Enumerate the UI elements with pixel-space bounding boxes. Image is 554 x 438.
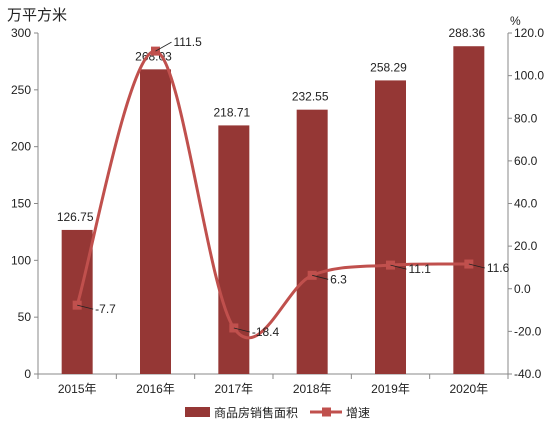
bar (218, 125, 250, 375)
growth-leader-line (155, 41, 172, 52)
bar-data-label: 258.29 (370, 60, 407, 74)
bar-data-label: 232.55 (292, 90, 329, 104)
y2-tick-label: 80.0 (514, 111, 538, 125)
legend-marker (322, 407, 331, 417)
legend-label-bar: 商品房销售面积 (214, 405, 298, 420)
bar (140, 69, 171, 374)
bar (296, 109, 328, 375)
x-tick-label: 2019年 (371, 382, 410, 396)
growth-leader-line (77, 304, 94, 310)
y-tick-label: 50 (18, 310, 32, 324)
growth-leader-line (390, 264, 407, 270)
y-tick-label: 0 (24, 367, 31, 381)
x-tick-label: 2018年 (293, 382, 332, 396)
growth-line (75, 49, 469, 340)
y-axis-unit-label: 万平方米 (7, 6, 68, 24)
y2-tick-label: -20.0 (514, 324, 542, 338)
x-tick-label: 2017年 (214, 382, 253, 396)
legend-swatch-bar (185, 407, 210, 417)
y2-tick-label: 40.0 (514, 197, 538, 211)
y2-tick-label: 120.0 (514, 26, 544, 40)
growth-leader-line (312, 274, 329, 280)
y-tick-label: 300 (11, 26, 31, 40)
y2-tick-label: 20.0 (514, 239, 538, 253)
bar-data-label: 218.71 (213, 105, 250, 119)
growth-data-label: 11.6 (487, 261, 510, 275)
y2-tick-label: 0.0 (514, 282, 531, 296)
growth-data-label: -18.4 (252, 325, 280, 339)
y-tick-label: 100 (11, 253, 31, 267)
y2-tick-label: -40.0 (514, 367, 542, 381)
x-tick-label: 2020年 (449, 382, 488, 396)
y2-tick-label: 60.0 (514, 154, 538, 168)
growth-data-label: 6.3 (330, 272, 347, 286)
bar (375, 80, 406, 374)
growth-data-label: 11.1 (409, 262, 432, 276)
x-tick-label: 2016年 (136, 382, 175, 396)
y2-axis-unit-label: % (510, 14, 521, 28)
y-tick-label: 150 (11, 197, 31, 211)
x-tick-label: 2015年 (58, 382, 97, 396)
growth-data-label: 111.5 (174, 35, 203, 49)
y-tick-label: 250 (11, 83, 31, 97)
bar-data-label: 126.75 (57, 210, 94, 224)
bar (453, 46, 485, 374)
y-tick-label: 200 (11, 140, 31, 154)
y2-tick-label: 100.0 (514, 69, 544, 83)
growth-leader-line (468, 263, 485, 269)
bar-data-label: 288.36 (448, 26, 485, 40)
growth-data-label: -7.7 (95, 302, 116, 316)
growth-leader-line (233, 327, 250, 333)
legend-label-line: 增速 (346, 406, 370, 420)
